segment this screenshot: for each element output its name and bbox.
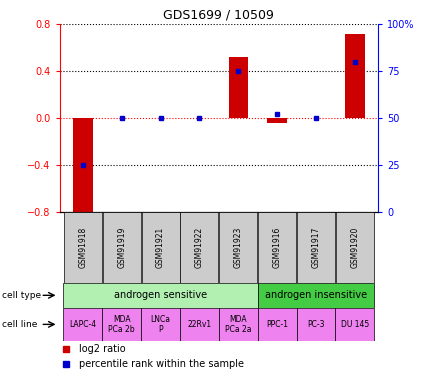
Bar	[219, 212, 258, 283]
Text: log2 ratio: log2 ratio	[79, 344, 125, 354]
Bar	[142, 212, 180, 283]
Text: GSM91920: GSM91920	[351, 227, 360, 268]
Text: androgen insensitive: androgen insensitive	[265, 290, 367, 300]
Text: GSM91923: GSM91923	[234, 227, 243, 268]
Bar	[267, 118, 287, 123]
Text: percentile rank within the sample: percentile rank within the sample	[79, 359, 244, 369]
Text: LNCa
P: LNCa P	[150, 315, 170, 334]
Text: PPC-1: PPC-1	[266, 320, 288, 329]
Bar	[180, 212, 218, 283]
Bar	[219, 308, 258, 341]
Text: androgen sensitive: androgen sensitive	[114, 290, 207, 300]
Text: MDA
PCa 2b: MDA PCa 2b	[108, 315, 135, 334]
Bar	[258, 308, 297, 341]
Bar	[258, 212, 296, 283]
Text: GSM91917: GSM91917	[312, 227, 320, 268]
Text: cell line: cell line	[2, 320, 37, 329]
Text: GSM91918: GSM91918	[78, 227, 87, 268]
Bar	[297, 308, 335, 341]
Title: GDS1699 / 10509: GDS1699 / 10509	[164, 9, 274, 22]
Bar	[63, 308, 102, 341]
Bar	[103, 212, 141, 283]
Bar	[336, 212, 374, 283]
Text: GSM91921: GSM91921	[156, 227, 165, 268]
Text: 22Rv1: 22Rv1	[187, 320, 212, 329]
Bar	[229, 57, 248, 118]
Text: MDA
PCa 2a: MDA PCa 2a	[225, 315, 252, 334]
Bar	[297, 212, 335, 283]
Bar	[102, 308, 141, 341]
Text: GSM91916: GSM91916	[273, 227, 282, 268]
Bar	[73, 118, 93, 218]
Text: GSM91919: GSM91919	[117, 227, 126, 268]
Bar	[64, 212, 102, 283]
Text: DU 145: DU 145	[341, 320, 369, 329]
Bar	[180, 308, 219, 341]
Text: LAPC-4: LAPC-4	[69, 320, 96, 329]
Bar	[345, 34, 365, 118]
Text: GSM91922: GSM91922	[195, 227, 204, 268]
Bar	[141, 308, 180, 341]
Bar	[258, 283, 374, 308]
Bar	[335, 308, 374, 341]
Text: PC-3: PC-3	[307, 320, 325, 329]
Bar	[63, 283, 258, 308]
Text: cell type: cell type	[2, 291, 41, 300]
